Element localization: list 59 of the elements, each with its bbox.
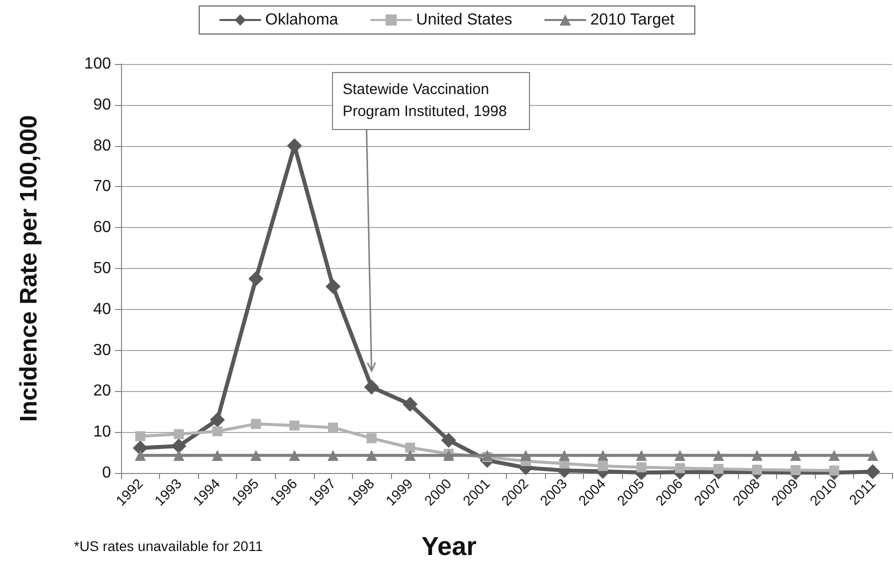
point (173, 450, 184, 461)
point (713, 450, 724, 461)
point (865, 464, 880, 480)
point (404, 450, 416, 461)
point (328, 422, 338, 433)
y-tick-label: 90 (93, 96, 112, 114)
point (405, 442, 416, 453)
point (250, 418, 261, 429)
y-axis-title: Incidence Rate per 100,000 (16, 115, 42, 422)
point (212, 426, 222, 436)
legend-label: 2010 Target (590, 12, 676, 28)
y-tick-label: 40 (93, 300, 112, 318)
point (674, 463, 685, 474)
point (364, 380, 380, 395)
y-tick-label: 80 (93, 137, 112, 154)
point (326, 278, 341, 294)
point (212, 450, 223, 461)
point (328, 450, 339, 461)
point (714, 464, 724, 474)
point (636, 450, 647, 461)
y-tick-label: 20 (93, 382, 112, 400)
y-tick-label: 70 (93, 178, 112, 196)
point (482, 450, 493, 461)
point (134, 450, 146, 461)
point (289, 420, 300, 431)
y-tick-label: 30 (93, 342, 112, 359)
y-tick-label: 50 (93, 260, 112, 277)
point (828, 450, 840, 461)
y-tick-label: 60 (93, 219, 112, 236)
point (558, 450, 570, 461)
y-tick-label: 10 (93, 424, 112, 441)
y-tick-label: 100 (84, 56, 112, 72)
text: *US rates unavailable for 2011 (74, 538, 263, 554)
point (520, 450, 532, 461)
point (597, 450, 608, 461)
point (250, 450, 262, 461)
point (366, 450, 378, 461)
point (636, 462, 646, 472)
point (366, 433, 377, 444)
point (674, 450, 686, 461)
point (210, 412, 225, 428)
point (174, 429, 184, 440)
point (598, 461, 608, 472)
legend-label: United States (416, 12, 512, 28)
x-axis-title: Year (422, 531, 476, 562)
legend-label: Oklahoma (265, 12, 338, 28)
point (790, 450, 802, 461)
note-box: Statewide Vaccination Program Instituted, 1998 (332, 72, 530, 130)
point (402, 396, 418, 412)
point (135, 431, 146, 442)
point (867, 450, 878, 461)
point (752, 450, 763, 461)
point (132, 440, 148, 456)
point (171, 438, 186, 454)
y-tick-label: 0 (102, 464, 112, 482)
point (441, 432, 456, 448)
annotation: Statewide Vaccination Program Instituted, 1998 (342, 81, 507, 120)
point (248, 271, 264, 286)
point (288, 450, 300, 461)
